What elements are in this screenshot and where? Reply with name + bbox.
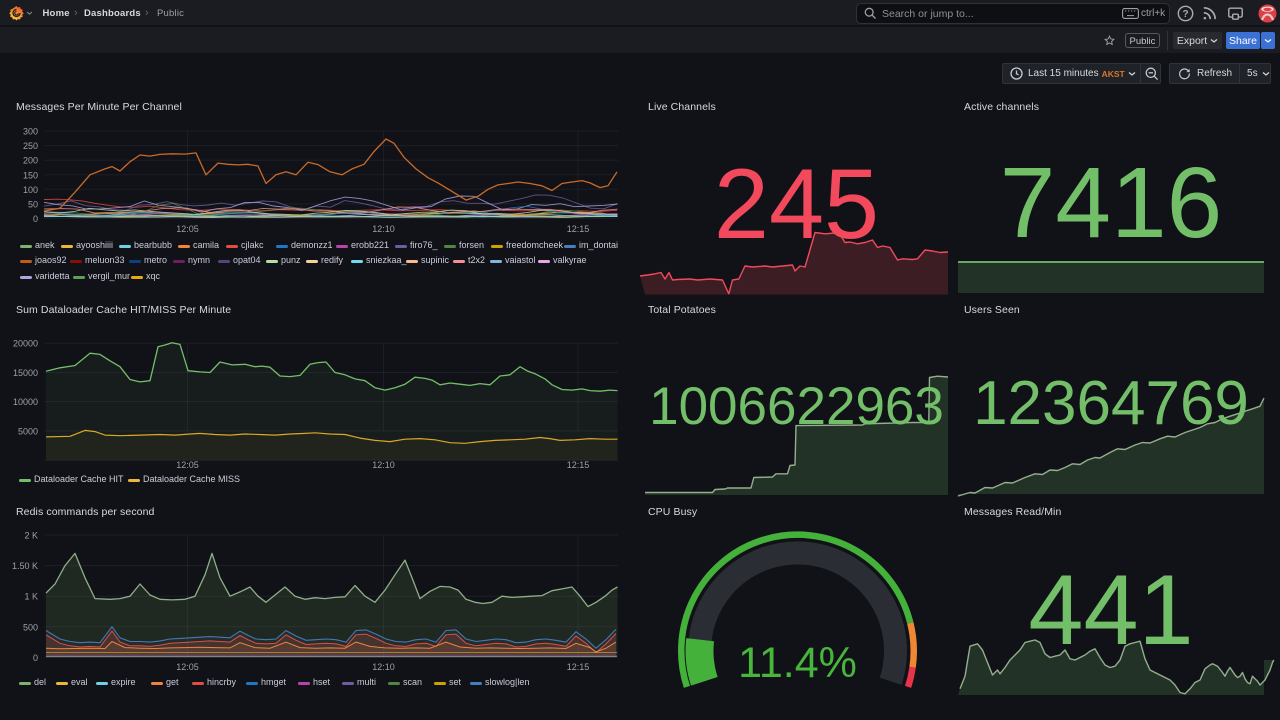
svg-text:250: 250 — [23, 141, 38, 151]
svg-text:15000: 15000 — [13, 368, 38, 378]
svg-text:50: 50 — [28, 199, 38, 209]
svg-text:200: 200 — [23, 156, 38, 166]
svg-text:12:05: 12:05 — [176, 224, 199, 234]
svg-text:?: ? — [1182, 9, 1188, 20]
svg-text:12:05: 12:05 — [176, 460, 199, 470]
svg-text:12:15: 12:15 — [567, 662, 590, 672]
svg-text:1.50 K: 1.50 K — [12, 561, 38, 571]
svg-text:12:15: 12:15 — [567, 460, 590, 470]
svg-text:1 K: 1 K — [24, 592, 38, 602]
svg-text:150: 150 — [23, 170, 38, 180]
svg-text:12:10: 12:10 — [372, 224, 395, 234]
svg-text:12:15: 12:15 — [567, 224, 590, 234]
svg-text:0: 0 — [33, 214, 38, 224]
svg-text:20000: 20000 — [13, 339, 38, 349]
svg-text:0: 0 — [33, 653, 38, 663]
svg-text:300: 300 — [23, 127, 38, 137]
svg-text:12:10: 12:10 — [372, 460, 395, 470]
svg-text:12:05: 12:05 — [176, 662, 199, 672]
svg-text:100: 100 — [23, 185, 38, 195]
svg-text:5000: 5000 — [18, 426, 38, 436]
svg-text:2 K: 2 K — [24, 531, 38, 541]
svg-text:12:10: 12:10 — [372, 662, 395, 672]
svg-text:10000: 10000 — [13, 397, 38, 407]
svg-text:500: 500 — [23, 622, 38, 632]
